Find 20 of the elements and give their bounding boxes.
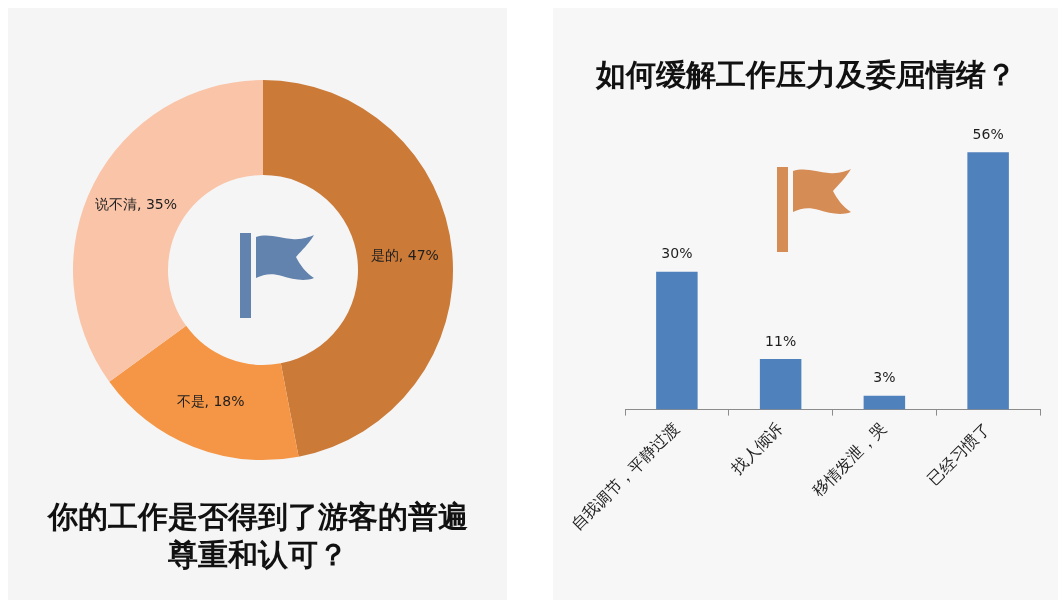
x-tick-label: 已经习惯了 xyxy=(923,418,994,489)
slice-label: 不是 xyxy=(176,393,205,410)
data-label: 56% xyxy=(972,126,1004,143)
data-label: 30% xyxy=(661,245,693,262)
chart-title: 如何缓解工作压力及委屈情绪？ xyxy=(594,56,1017,94)
x-tick-label: 找人倾诉 xyxy=(727,418,787,479)
bar xyxy=(967,152,1009,410)
bar xyxy=(759,359,802,410)
data-label: 11% xyxy=(765,332,797,349)
data-label: , 18% xyxy=(204,393,245,410)
data-label: , 47% xyxy=(398,247,439,264)
data-label: , 35% xyxy=(137,195,178,212)
x-tick-label: 自我调节，平静过渡 xyxy=(567,418,683,534)
bar xyxy=(656,271,698,410)
slice-label: 是的 xyxy=(370,247,399,264)
slice-label: 说不清 xyxy=(95,195,138,212)
text: 你的工作是否得到了游客的普遍尊重和认可？ xyxy=(46,498,469,574)
x-tick-label: 移情发泄，哭 xyxy=(808,418,891,501)
data-label: 3% xyxy=(873,369,896,386)
bar xyxy=(863,395,906,410)
